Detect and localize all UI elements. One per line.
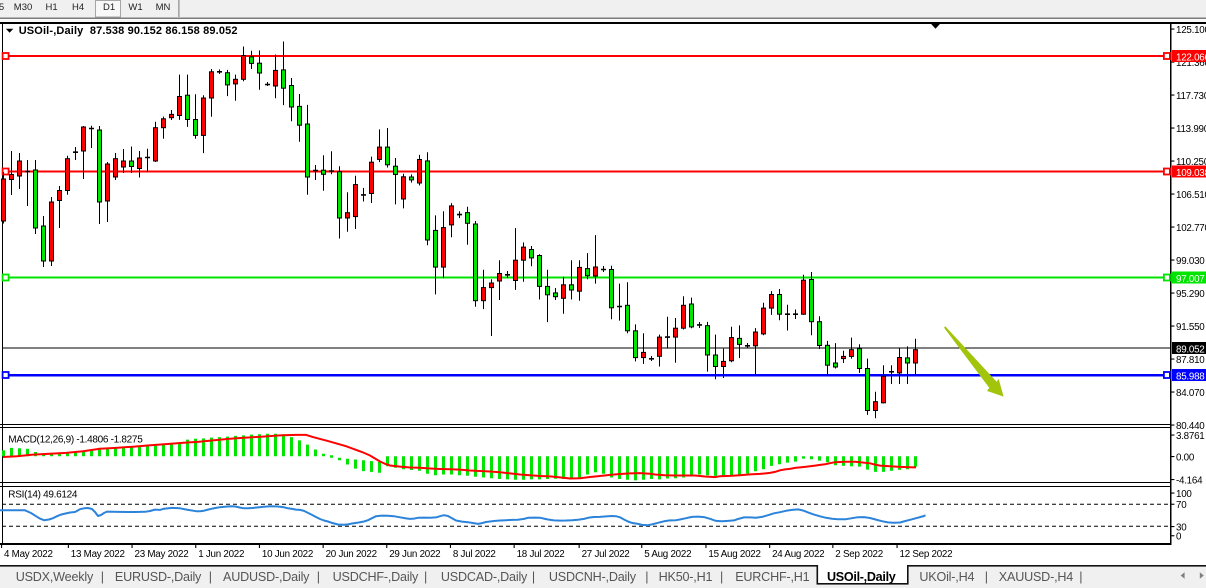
svg-text:85.988: 85.988	[1176, 372, 1205, 383]
svg-text:4 May 2022: 4 May 2022	[4, 549, 53, 560]
svg-text:USDCHF-,Daily: USDCHF-,Daily	[333, 570, 419, 584]
svg-text:2 Sep 2022: 2 Sep 2022	[835, 549, 883, 560]
svg-text:95.290: 95.290	[1176, 289, 1205, 300]
svg-text:87.810: 87.810	[1176, 355, 1205, 366]
svg-text:HK50-,H1: HK50-,H1	[659, 570, 713, 584]
svg-text:|: |	[317, 570, 320, 584]
svg-text:|: |	[532, 570, 535, 584]
svg-text:|: |	[720, 570, 723, 584]
svg-text:110.250: 110.250	[1176, 157, 1206, 168]
svg-text:8 Jul 2022: 8 Jul 2022	[453, 549, 496, 560]
svg-text:113.990: 113.990	[1176, 124, 1206, 135]
svg-text:USOil-,Daily: USOil-,Daily	[827, 570, 896, 584]
svg-text:20 Jun 2022: 20 Jun 2022	[326, 549, 377, 560]
svg-text:|: |	[1079, 570, 1082, 584]
svg-text:0.00: 0.00	[1176, 453, 1195, 464]
svg-text:D1: D1	[103, 2, 115, 13]
svg-text:USDCAD-,Daily: USDCAD-,Daily	[441, 570, 528, 584]
svg-text:3.8761: 3.8761	[1176, 431, 1204, 442]
svg-text:|: |	[424, 570, 427, 584]
svg-text:109.038: 109.038	[1176, 168, 1206, 179]
svg-text:13 May 2022: 13 May 2022	[71, 549, 125, 560]
svg-text:M30: M30	[14, 2, 32, 13]
svg-text:84.070: 84.070	[1176, 388, 1205, 399]
svg-text:H1: H1	[46, 2, 58, 13]
svg-text:|: |	[645, 570, 648, 584]
svg-text:122.066: 122.066	[1176, 53, 1206, 64]
svg-text:MACD(12,26,9) -1.4806 -1.8275: MACD(12,26,9) -1.4806 -1.8275	[8, 434, 143, 445]
svg-text:106.510: 106.510	[1176, 190, 1206, 201]
svg-text:USDX,Weekly: USDX,Weekly	[16, 570, 94, 584]
svg-text:24 Aug 2022: 24 Aug 2022	[772, 549, 824, 560]
svg-text:30: 30	[1176, 523, 1187, 534]
svg-text:|: |	[101, 570, 104, 584]
svg-text:100: 100	[1176, 489, 1192, 500]
svg-text:117.730: 117.730	[1176, 91, 1206, 102]
svg-text:91.550: 91.550	[1176, 322, 1205, 333]
svg-text:USOil-,Daily 87.538 90.152 86: USOil-,Daily 87.538 90.152 86.158 89.052	[19, 25, 238, 37]
svg-text:15 Aug 2022: 15 Aug 2022	[708, 549, 760, 560]
svg-text:AUDUSD-,Daily: AUDUSD-,Daily	[223, 570, 310, 584]
svg-text:EURUSD-,Daily: EURUSD-,Daily	[115, 570, 202, 584]
svg-text:5: 5	[0, 2, 4, 13]
svg-text:18 Jul 2022: 18 Jul 2022	[517, 549, 565, 560]
svg-text:99.030: 99.030	[1176, 256, 1205, 267]
svg-text:12 Sep 2022: 12 Sep 2022	[900, 549, 953, 560]
svg-text:H4: H4	[72, 2, 84, 13]
svg-text:|: |	[985, 570, 988, 584]
svg-text:MN: MN	[156, 2, 171, 13]
svg-text:97.007: 97.007	[1176, 274, 1204, 285]
svg-text:5 Aug 2022: 5 Aug 2022	[644, 549, 691, 560]
svg-text:0: 0	[1176, 532, 1182, 543]
svg-text:1 Jun 2022: 1 Jun 2022	[198, 549, 244, 560]
svg-text:-4.164: -4.164	[1176, 476, 1203, 487]
svg-text:XAUUSD-,H4: XAUUSD-,H4	[999, 570, 1073, 584]
svg-text:23 May 2022: 23 May 2022	[135, 549, 189, 560]
svg-text:29 Jun 2022: 29 Jun 2022	[389, 549, 440, 560]
svg-text:USDCNH-,Daily: USDCNH-,Daily	[549, 570, 637, 584]
svg-text:10 Jun 2022: 10 Jun 2022	[262, 549, 313, 560]
svg-text:89.052: 89.052	[1176, 345, 1204, 356]
svg-text:102.770: 102.770	[1176, 223, 1206, 234]
svg-text:27 Jul 2022: 27 Jul 2022	[582, 549, 630, 560]
svg-text:RSI(14) 49.6124: RSI(14) 49.6124	[8, 489, 78, 500]
svg-text:70: 70	[1176, 500, 1187, 511]
svg-text:80.440: 80.440	[1176, 421, 1205, 432]
svg-text:W1: W1	[128, 2, 142, 13]
svg-text:UKOil-,H4: UKOil-,H4	[919, 570, 974, 584]
svg-text:125.100: 125.100	[1176, 25, 1206, 36]
svg-text:EURCHF-,H1: EURCHF-,H1	[735, 570, 809, 584]
svg-text:|: |	[209, 570, 212, 584]
svg-text:121.360: 121.360	[1176, 58, 1206, 69]
